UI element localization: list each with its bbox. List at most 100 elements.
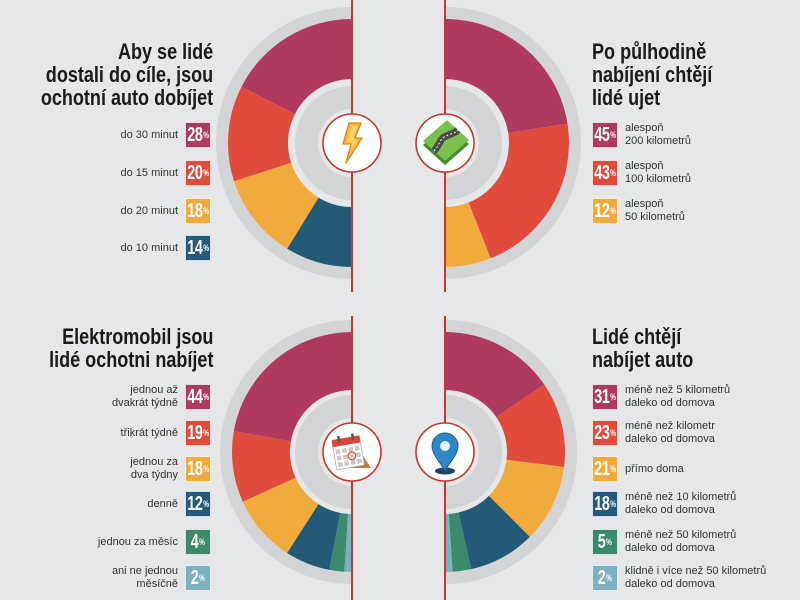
donut-segment <box>445 19 568 133</box>
donut-segment <box>329 512 349 572</box>
percent-badge-text: 44% <box>187 387 209 407</box>
percent-value: 19 <box>187 422 203 444</box>
percent-value: 45 <box>594 124 610 146</box>
percent-badge-text: 23% <box>594 423 616 443</box>
donut-segment <box>458 495 530 570</box>
percent-badge-text: 4% <box>191 532 205 552</box>
calendar-day-cell <box>344 460 350 466</box>
donut-segment <box>242 477 319 553</box>
category-label-row: do 10 minut <box>121 235 178 261</box>
inner-ring <box>445 86 502 200</box>
percent-badge: 12% <box>592 198 618 224</box>
calendar-day-cell <box>354 445 360 451</box>
calendar-day-cell <box>350 459 356 465</box>
percent-badge-text: 18% <box>187 459 209 479</box>
percent-badge: 14% <box>185 235 211 261</box>
percent-badge: 31% <box>592 384 618 410</box>
category-label-row: do 15 minut <box>121 160 178 186</box>
category-label: méně než 10 kilometrů daleko od domova <box>625 491 737 516</box>
category-label: jednou za měsíc <box>97 535 178 548</box>
category-label: méně než 50 kilometrů daleko od domova <box>625 529 737 554</box>
percent-badge: 12% <box>185 491 211 517</box>
calendar-marked-day <box>347 451 357 461</box>
calendar-day-cell <box>342 454 349 460</box>
donut-segment <box>287 504 341 570</box>
percent-badge-text: 18% <box>594 494 616 514</box>
percent-badge: 5% <box>592 529 618 555</box>
calendar-icon <box>331 433 371 471</box>
donut-segment <box>445 332 545 418</box>
percent-unit: % <box>610 205 616 216</box>
category-label-row: méně než 50 kilometrů daleko od domova <box>625 529 736 555</box>
category-label-row: méně než 10 kilometrů daleko od domova <box>625 491 736 517</box>
lightning-icon <box>342 122 363 164</box>
percent-badge: 19% <box>185 420 211 446</box>
category-label: třikrát týdně <box>120 426 178 439</box>
donut-segment <box>448 512 472 572</box>
percent-value: 4 <box>190 531 199 553</box>
divider-layer <box>351 0 446 600</box>
percent-unit: % <box>203 167 209 178</box>
donut-segment <box>445 513 453 572</box>
percent-value: 18 <box>594 493 610 515</box>
donut-segment <box>468 123 569 259</box>
ring-layer <box>216 7 581 584</box>
calendar-day-cell <box>337 461 343 468</box>
category-label-row: klidně i více než 50 kilometrů daleko od… <box>625 565 766 591</box>
calendar-day-cell <box>341 447 347 454</box>
percent-value: 23 <box>594 422 610 444</box>
category-label-row: alespoň 50 kilometrů <box>625 198 685 224</box>
percent-unit: % <box>203 498 209 509</box>
calendar-day-cell <box>335 449 341 455</box>
percent-value: 31 <box>594 386 610 408</box>
percent-badge: 23% <box>592 420 618 446</box>
category-label: do 10 minut <box>120 241 178 254</box>
percent-unit: % <box>606 536 613 547</box>
category-label-row: alespoň 200 kilometrů <box>625 122 691 148</box>
percent-unit: % <box>203 129 209 140</box>
percent-unit: % <box>610 391 616 402</box>
percent-badge-text: 12% <box>187 494 209 514</box>
donut-segment <box>344 513 352 572</box>
half-donut-chart <box>231 332 352 572</box>
category-label-row: alespoň 100 kilometrů <box>625 160 691 186</box>
category-label-row: do 20 minut <box>121 198 178 224</box>
percent-badge-text: 2% <box>598 568 612 588</box>
percent-value: 5 <box>597 531 606 553</box>
percent-badge: 18% <box>592 491 618 517</box>
donut-segment <box>233 332 352 442</box>
percent-unit: % <box>610 463 616 474</box>
donut-segment <box>488 459 565 537</box>
percent-unit: % <box>203 391 209 402</box>
category-label: do 20 minut <box>120 204 178 217</box>
percent-unit: % <box>610 129 616 140</box>
percent-value: 2 <box>190 567 199 589</box>
donut-segment <box>228 86 295 182</box>
percent-value: 18 <box>187 458 203 480</box>
calendar-ring <box>350 433 355 440</box>
percent-badge-text: 31% <box>594 387 616 407</box>
road-center-line <box>433 129 459 152</box>
donut-segment <box>234 162 319 249</box>
category-label: do 30 minut <box>120 128 178 141</box>
half-donut-chart <box>445 19 569 267</box>
percent-badge-text: 12% <box>594 201 616 221</box>
percent-badge-text: 5% <box>598 532 612 552</box>
category-label: ani ne jednou měsíčně <box>111 565 178 590</box>
percent-badge-text: 21% <box>594 459 616 479</box>
category-label-row: méně než 5 kilometrů daleko od domova <box>625 384 730 410</box>
category-label: alespoň 100 kilometrů <box>625 160 692 185</box>
percent-badge: 45% <box>592 122 618 148</box>
percent-value: 28 <box>187 124 203 146</box>
category-label: méně než 5 kilometrů daleko od domova <box>625 384 731 409</box>
donut-segment <box>241 19 352 114</box>
category-label-row: denně <box>147 491 178 517</box>
category-label-row: přímo doma <box>625 456 684 482</box>
chart-title: Aby se lidé dostali do cíle, jsou ochotn… <box>40 39 213 110</box>
percent-value: 44 <box>187 386 203 408</box>
category-label: klidně i více než 50 kilometrů daleko od… <box>625 565 767 590</box>
percent-unit: % <box>203 463 209 474</box>
category-label: alespoň 200 kilometrů <box>625 122 692 147</box>
percent-badge-text: 28% <box>187 125 209 145</box>
percent-value: 20 <box>187 162 203 184</box>
